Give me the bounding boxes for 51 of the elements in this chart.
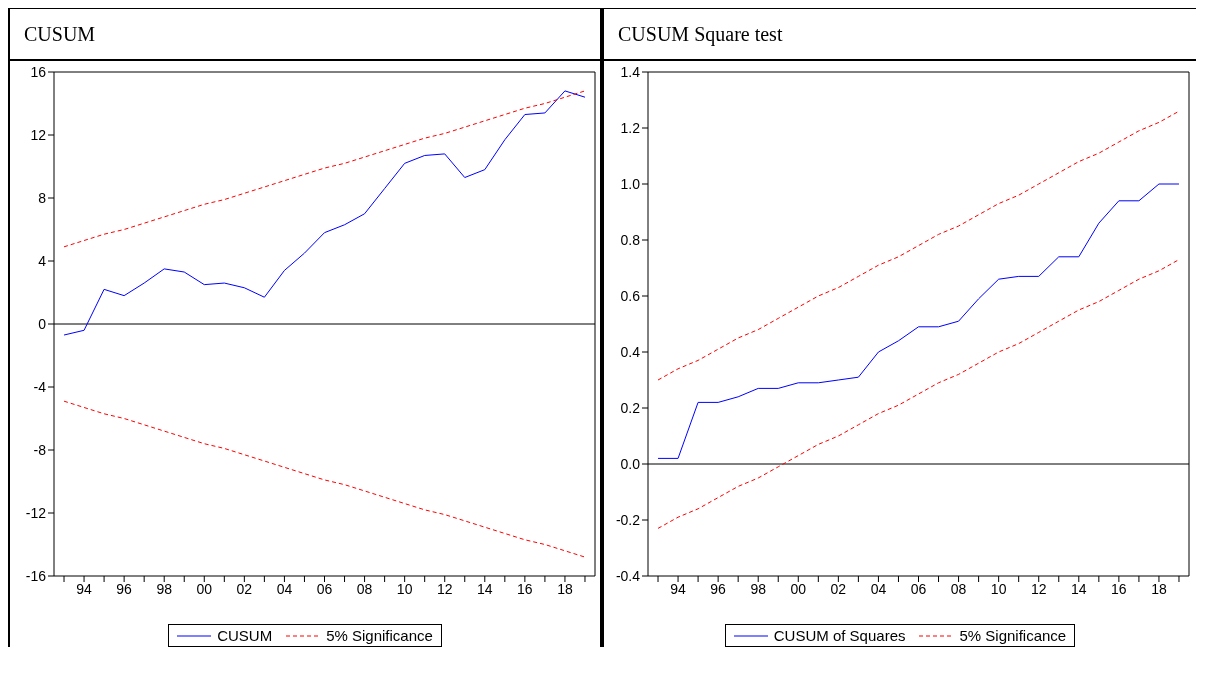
y-tick-label: 0.6 xyxy=(620,287,641,304)
x-tick-label: 14 xyxy=(477,580,493,597)
y-tick-label: -8 xyxy=(33,441,47,458)
x-tick-label: 08 xyxy=(356,580,373,597)
x-tick-label: 96 xyxy=(116,580,133,597)
y-tick-label: -12 xyxy=(25,504,47,521)
x-tick-label: 04 xyxy=(870,580,887,597)
x-tick-label: 08 xyxy=(950,580,967,597)
x-tick-label: 12 xyxy=(436,580,453,597)
x-tick-label: 10 xyxy=(396,580,413,597)
legend-label: CUSUM xyxy=(217,627,273,644)
chart-title: CUSUM Square test xyxy=(604,8,1196,61)
legend-label: CUSUM of Squares xyxy=(773,627,906,644)
x-tick-label: 02 xyxy=(236,580,253,597)
chart-title: CUSUM xyxy=(10,8,600,61)
y-tick-label: 0.0 xyxy=(620,455,641,472)
y-tick-label: 16 xyxy=(30,63,47,80)
x-tick-label: 16 xyxy=(1111,580,1127,597)
x-tick-label: 18 xyxy=(1151,580,1167,597)
x-tick-label: 06 xyxy=(910,580,927,597)
x-tick-label: 14 xyxy=(1071,580,1087,597)
legend-label: 5% Significance xyxy=(959,627,1067,644)
x-tick-label: 10 xyxy=(990,580,1007,597)
y-tick-label: 8 xyxy=(38,189,47,206)
x-tick-label: 16 xyxy=(517,580,533,597)
x-tick-label: 06 xyxy=(316,580,333,597)
x-tick-label: 98 xyxy=(156,580,173,597)
y-tick-label: 0 xyxy=(38,315,47,332)
y-tick-label: 1.4 xyxy=(620,63,641,80)
x-tick-label: 00 xyxy=(790,580,807,597)
y-tick-label: 0.8 xyxy=(620,231,641,248)
y-tick-label: -0.2 xyxy=(615,511,641,528)
x-tick-label: 98 xyxy=(750,580,767,597)
x-tick-label: 00 xyxy=(196,580,213,597)
y-tick-label: 4 xyxy=(38,252,47,269)
y-tick-label: 0.2 xyxy=(620,399,641,416)
x-tick-label: 12 xyxy=(1030,580,1047,597)
y-tick-label: -0.4 xyxy=(615,567,641,584)
x-tick-label: 18 xyxy=(557,580,573,597)
x-tick-label: 94 xyxy=(76,580,93,597)
x-tick-label: 94 xyxy=(670,580,687,597)
y-tick-label: -4 xyxy=(33,378,47,395)
y-tick-label: 1.0 xyxy=(620,175,641,192)
x-tick-label: 96 xyxy=(710,580,727,597)
legend-label: 5% Significance xyxy=(326,627,433,644)
y-tick-label: 1.2 xyxy=(620,119,641,136)
y-tick-label: 0.4 xyxy=(620,343,641,360)
y-tick-label: 12 xyxy=(30,126,47,143)
x-tick-label: 04 xyxy=(276,580,293,597)
y-tick-label: -16 xyxy=(25,567,47,584)
x-tick-label: 02 xyxy=(830,580,847,597)
